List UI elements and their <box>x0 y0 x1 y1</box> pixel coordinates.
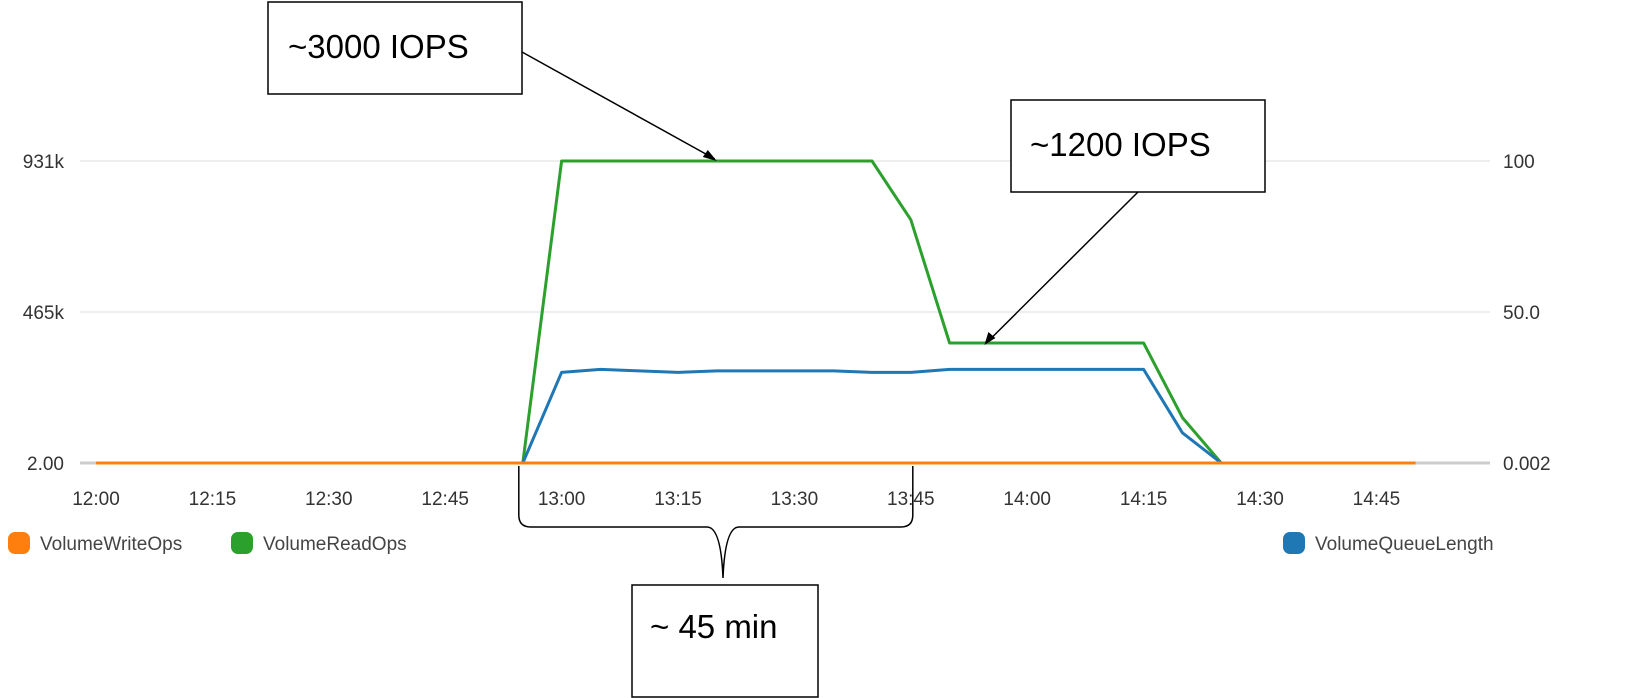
series-group <box>96 159 1416 465</box>
annotations: ~3000 IOPS ~1200 IOPS ~ 45 min <box>267 1 1266 698</box>
annotation-box <box>1010 99 1266 193</box>
legend-item-volumequeuelength[interactable]: VolumeQueueLength <box>1283 532 1494 555</box>
annotation-text: ~3000 IOPS <box>288 28 469 65</box>
legend-swatch <box>1283 532 1305 554</box>
y-left-tick-label: 465k <box>23 303 65 324</box>
annotation-box <box>267 1 523 95</box>
x-tick-label: 12:00 <box>72 489 120 510</box>
legend-label: VolumeQueueLength <box>1315 534 1494 555</box>
legend: VolumeWriteOps VolumeReadOps VolumeQueueLe… <box>8 532 1494 555</box>
annotation-1200-iops: ~1200 IOPS <box>984 99 1266 345</box>
legend-item-volumereadops[interactable]: VolumeReadOps <box>231 532 407 555</box>
annotation-arrow <box>985 191 1139 344</box>
x-tick-label: 14:45 <box>1353 489 1401 510</box>
legend-swatch <box>8 532 30 554</box>
y-right-tick-label: 100 <box>1503 152 1535 173</box>
y-left-tick-label: 2.00 <box>27 454 64 475</box>
annotation-text: ~1200 IOPS <box>1030 126 1211 163</box>
legend-item-volumewriteops[interactable]: VolumeWriteOps <box>8 532 182 555</box>
annotation-45-min: ~ 45 min <box>518 466 914 698</box>
x-tick-label: 12:30 <box>305 489 353 510</box>
x-tick-label: 12:15 <box>189 489 237 510</box>
series-line-volumequeuelength <box>96 367 1416 465</box>
x-tick-label: 14:15 <box>1120 489 1168 510</box>
legend-label: VolumeWriteOps <box>40 534 182 555</box>
y-right-tick-label: 0.002 <box>1503 454 1551 475</box>
x-tick-label: 12:45 <box>421 489 469 510</box>
grid <box>80 160 1490 465</box>
x-tick-label: 13:45 <box>887 489 935 510</box>
x-tick-label: 13:00 <box>538 489 586 510</box>
annotation-3000-iops: ~3000 IOPS <box>267 1 717 161</box>
legend-label: VolumeReadOps <box>263 534 407 555</box>
y-left-tick-label: 931k <box>23 152 65 173</box>
annotation-brace <box>518 466 914 579</box>
legend-swatch <box>231 532 253 554</box>
annotation-box <box>631 584 819 698</box>
annotation-text: ~ 45 min <box>650 608 778 645</box>
axes: 2.00 465k 931k 0.002 50.0 100 12:00 12:15 12:30 1… <box>23 152 1551 510</box>
annotation-arrowhead <box>984 331 996 345</box>
x-tick-label: 14:30 <box>1236 489 1284 510</box>
x-tick-label: 13:15 <box>654 489 702 510</box>
x-tick-label: 14:00 <box>1003 489 1051 510</box>
annotation-arrowhead <box>702 150 717 161</box>
annotation-arrow <box>521 51 716 160</box>
x-tick-label: 13:30 <box>771 489 819 510</box>
y-right-tick-label: 50.0 <box>1503 303 1540 324</box>
